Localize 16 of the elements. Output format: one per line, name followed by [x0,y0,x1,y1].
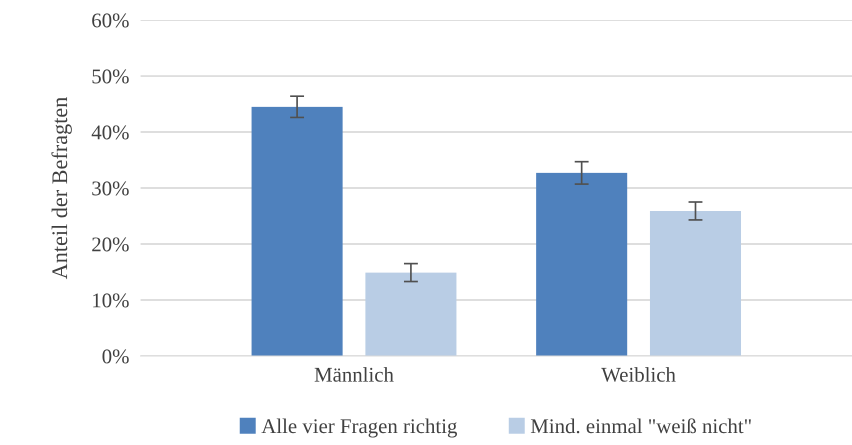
bar [252,106,343,356]
legend-label: Mind. einmal "weiß nicht" [530,418,751,434]
bar [650,210,742,356]
y-tick-label: 40% [92,125,129,140]
bar [536,172,628,356]
x-tick-label: Männlich [314,367,394,382]
y-tick-label: 60% [92,13,129,28]
bar [365,272,456,356]
legend-label: Alle vier Fragen richtig [261,418,457,438]
y-tick-label: 20% [92,237,129,252]
y-tick-label: 10% [93,293,129,308]
x-tick-label: Weiblich [601,367,676,382]
y-axis-title: Anteil der Befragten [51,97,72,280]
y-tick-label: 0% [102,349,129,364]
y-tick-label: 50% [92,69,129,84]
y-tick-label: 30% [92,181,129,196]
